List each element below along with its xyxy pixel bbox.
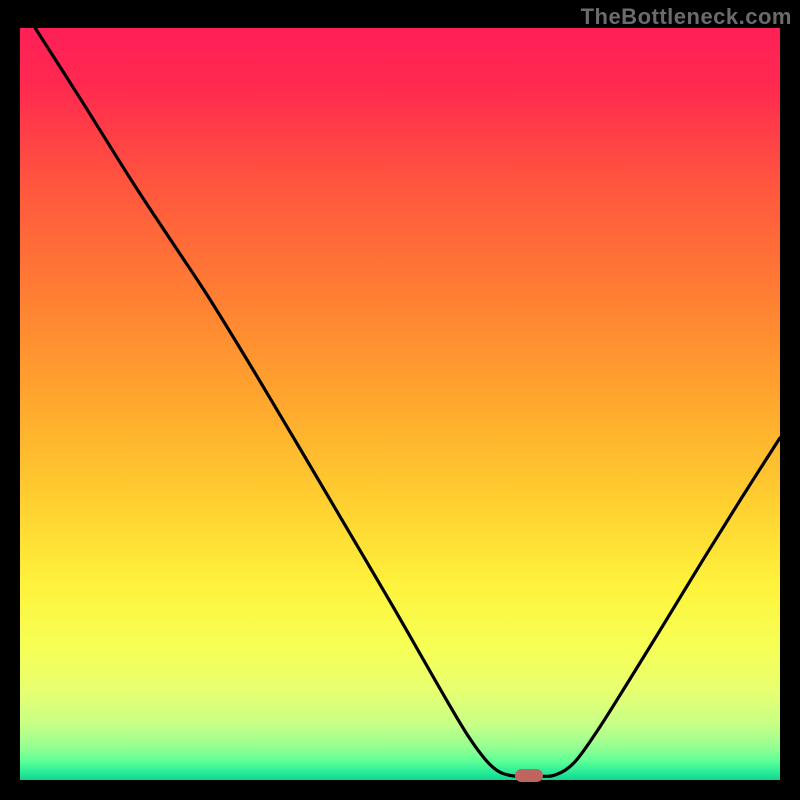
watermark-text: TheBottleneck.com [581,4,792,30]
plot-frame [20,28,780,780]
plot-svg [20,28,780,780]
optimal-marker [515,769,543,781]
gradient-background [20,28,780,780]
chart-root: TheBottleneck.com [0,0,800,800]
